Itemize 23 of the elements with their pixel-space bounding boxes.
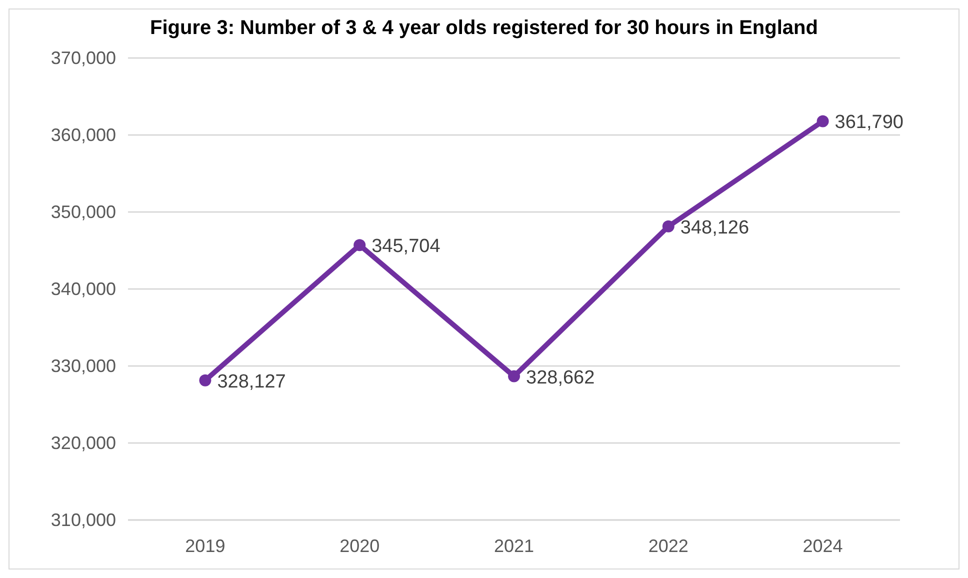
point (354, 239, 366, 252)
data-label: 361,790 (834, 112, 904, 134)
y-tick-label: 330,000 (50, 356, 116, 376)
y-tick-label: 360,000 (50, 125, 116, 145)
y-tick-label: 320,000 (50, 433, 116, 453)
y-tick-label: 350,000 (50, 202, 116, 222)
point (508, 370, 520, 382)
data-label: 345,704 (372, 236, 441, 258)
x-tick-label: 2020 (340, 536, 380, 556)
data-label: 328,662 (526, 367, 595, 388)
x-tick-label: 2024 (802, 536, 843, 556)
x-tick-label: 2019 (185, 536, 226, 556)
y-tick-label: 340,000 (50, 279, 116, 299)
y-tick-label: 370,000 (50, 48, 116, 68)
y-tick-label: 310,000 (50, 510, 116, 530)
point (199, 374, 212, 386)
x-tick-label: 2022 (648, 536, 688, 556)
x-tick-label: 2021 (494, 536, 534, 556)
data-label: 328,127 (217, 371, 286, 392)
point (816, 115, 829, 128)
chart-title: Figure 3: Number of 3 & 4 year olds registered for 30 hours in England (150, 17, 818, 39)
point (662, 220, 674, 232)
data-label: 348,126 (680, 217, 750, 238)
